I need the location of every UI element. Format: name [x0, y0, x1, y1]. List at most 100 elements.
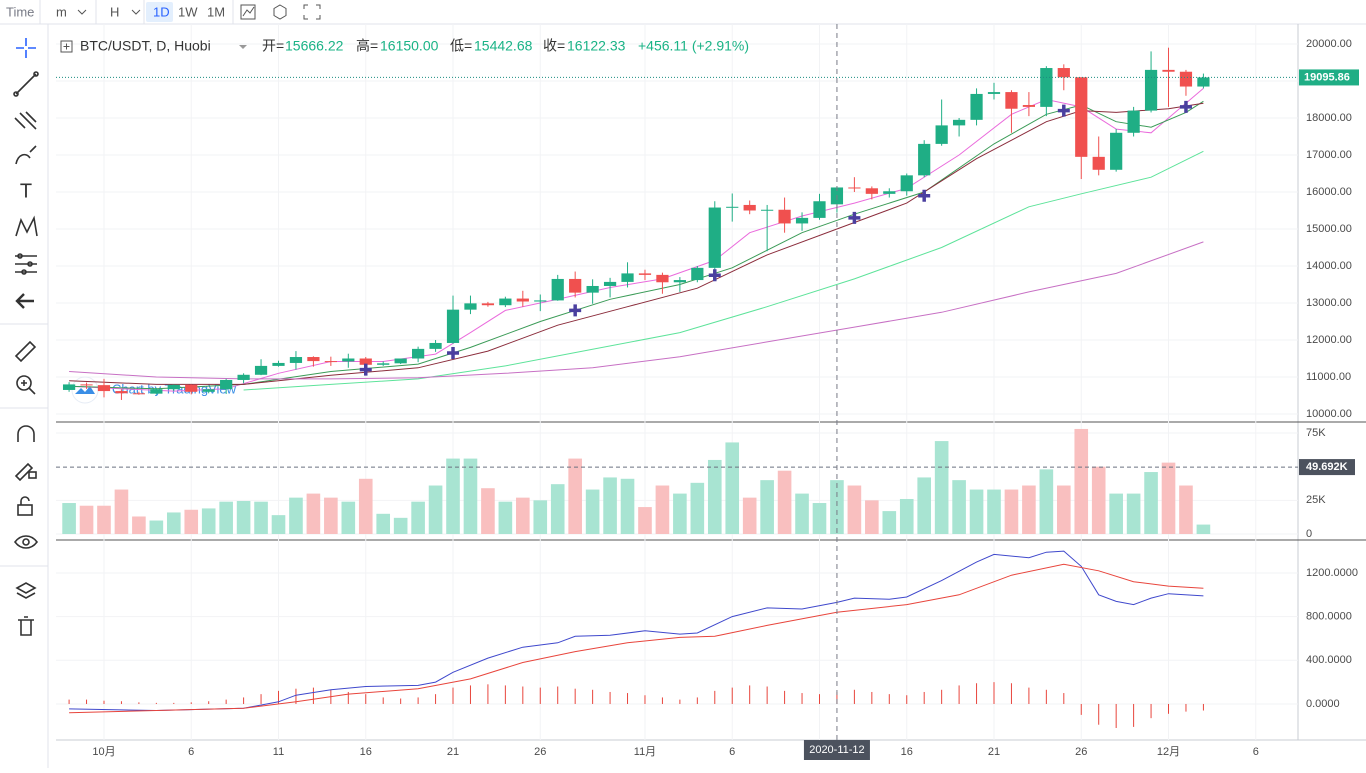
volume-bar: [620, 478, 635, 534]
zoom-tool[interactable]: [16, 375, 36, 395]
candle-body: [185, 384, 198, 392]
candle-body: [132, 393, 146, 395]
toolbar-item[interactable]: 1M: [207, 4, 225, 19]
legend-toggle[interactable]: [60, 40, 73, 53]
volume-bar: [1004, 489, 1019, 534]
candle-body: [656, 274, 669, 283]
volume-bar: [79, 505, 94, 534]
text-tool[interactable]: T: [20, 180, 32, 202]
macd-tick-label: 1200.0000: [1306, 567, 1358, 579]
volume-bar: [1039, 469, 1054, 534]
volume-bar: [1091, 466, 1106, 534]
lock-draw-tool[interactable]: [14, 462, 37, 482]
signal-marker: [918, 189, 931, 202]
measure-tool[interactable]: [15, 253, 37, 275]
candle-body: [115, 391, 128, 394]
volume-bar: [1161, 462, 1176, 534]
x-tick-label: 10月: [92, 746, 115, 758]
volume-bar: [481, 488, 495, 534]
legend-arrow: [239, 45, 247, 49]
legend-open-label: 开=: [262, 38, 284, 54]
snapshot-icon[interactable]: [303, 4, 321, 20]
y-tick-label: 12000.00: [1306, 334, 1352, 346]
y-tick-label: 15000.00: [1306, 223, 1352, 235]
volume-bar: [166, 512, 181, 534]
candle-body: [324, 361, 337, 363]
y-tick-label: 17000.00: [1306, 149, 1352, 161]
candle-body: [254, 365, 268, 375]
watermark-logo-mark: [75, 386, 95, 394]
crosshair-tool[interactable]: [16, 38, 36, 58]
plot-area: 10月61116212611月61116212612月610000.001100…: [56, 24, 1366, 760]
candle-body: [708, 207, 721, 268]
toolbar-item[interactable]: m: [56, 4, 67, 19]
brush-tool[interactable]: [15, 145, 37, 165]
x-tick-label: 21: [988, 746, 1000, 758]
candle-body: [307, 357, 320, 362]
candle-body: [551, 278, 564, 301]
visibility-tool[interactable]: [13, 535, 39, 549]
candle-body: [167, 384, 180, 390]
volume-bar: [847, 485, 862, 534]
back-tool[interactable]: [15, 293, 34, 309]
x-tick-label: 26: [534, 746, 546, 758]
last-price-label: 19095.86: [1304, 71, 1350, 83]
x-tick-label: 11月: [634, 746, 656, 758]
candle-body: [429, 342, 442, 349]
volume-bar: [568, 458, 582, 534]
candle-body: [952, 119, 966, 126]
volume-bar: [760, 480, 774, 534]
candle-body: [1162, 69, 1175, 72]
layers-tool[interactable]: [15, 582, 37, 599]
trash-tool[interactable]: [18, 616, 34, 636]
toolbar-item[interactable]: 1D: [153, 4, 170, 19]
lock-tool[interactable]: [17, 496, 33, 516]
volume-bar: [498, 501, 513, 534]
volume-bar: [271, 515, 286, 534]
volume-tick-label: 75K: [1306, 427, 1326, 439]
y-tick-label: 10000.00: [1306, 408, 1352, 420]
macd-tick-label: 800.0000: [1306, 611, 1352, 623]
ruler-tool[interactable]: [14, 340, 37, 363]
y-tick-label: 20000.00: [1306, 38, 1352, 50]
candle-body: [464, 303, 477, 310]
candle-body: [1179, 71, 1193, 87]
legend-toggle-plus: [63, 43, 70, 50]
moving-average: [69, 88, 1204, 392]
volume-bar: [707, 459, 722, 534]
pattern-tool[interactable]: [15, 215, 38, 237]
toolbar-item[interactable]: 1W: [178, 4, 198, 19]
indicator-icon[interactable]: [240, 4, 256, 20]
x-tick-label: 16: [901, 746, 913, 758]
toolbar-item[interactable]: H: [110, 4, 119, 19]
volume-bar: [673, 493, 687, 534]
candle-body: [481, 303, 495, 306]
candle-body: [272, 362, 285, 366]
volume-bar: [533, 500, 548, 534]
volume-bar: [358, 478, 373, 534]
settings-icon[interactable]: [273, 4, 287, 20]
fib-tool[interactable]: [14, 111, 37, 130]
candle-body: [795, 217, 809, 224]
volume-bar: [899, 498, 914, 534]
volume-bar: [742, 497, 757, 534]
volume-bar: [114, 489, 129, 534]
legend-open: 15666.22: [285, 38, 344, 54]
toolbar-item[interactable]: Time: [6, 4, 34, 19]
candle-body: [883, 191, 896, 194]
dropdown-arrow: [131, 9, 141, 15]
candle-body: [813, 201, 826, 218]
macd-tick-label: 0.0000: [1306, 698, 1340, 710]
candle-body: [865, 188, 878, 194]
volume-bar: [411, 501, 425, 534]
candle-body: [726, 206, 739, 208]
volume-bar: [603, 477, 617, 534]
volume-bar: [830, 480, 844, 534]
signal-marker: [569, 304, 582, 317]
volume-bar: [219, 501, 233, 534]
moving-average: [69, 100, 1204, 390]
line-tool[interactable]: [13, 71, 39, 97]
volume-bar: [463, 458, 478, 534]
magnet-tool[interactable]: [17, 425, 35, 442]
volume-bar: [324, 497, 338, 534]
